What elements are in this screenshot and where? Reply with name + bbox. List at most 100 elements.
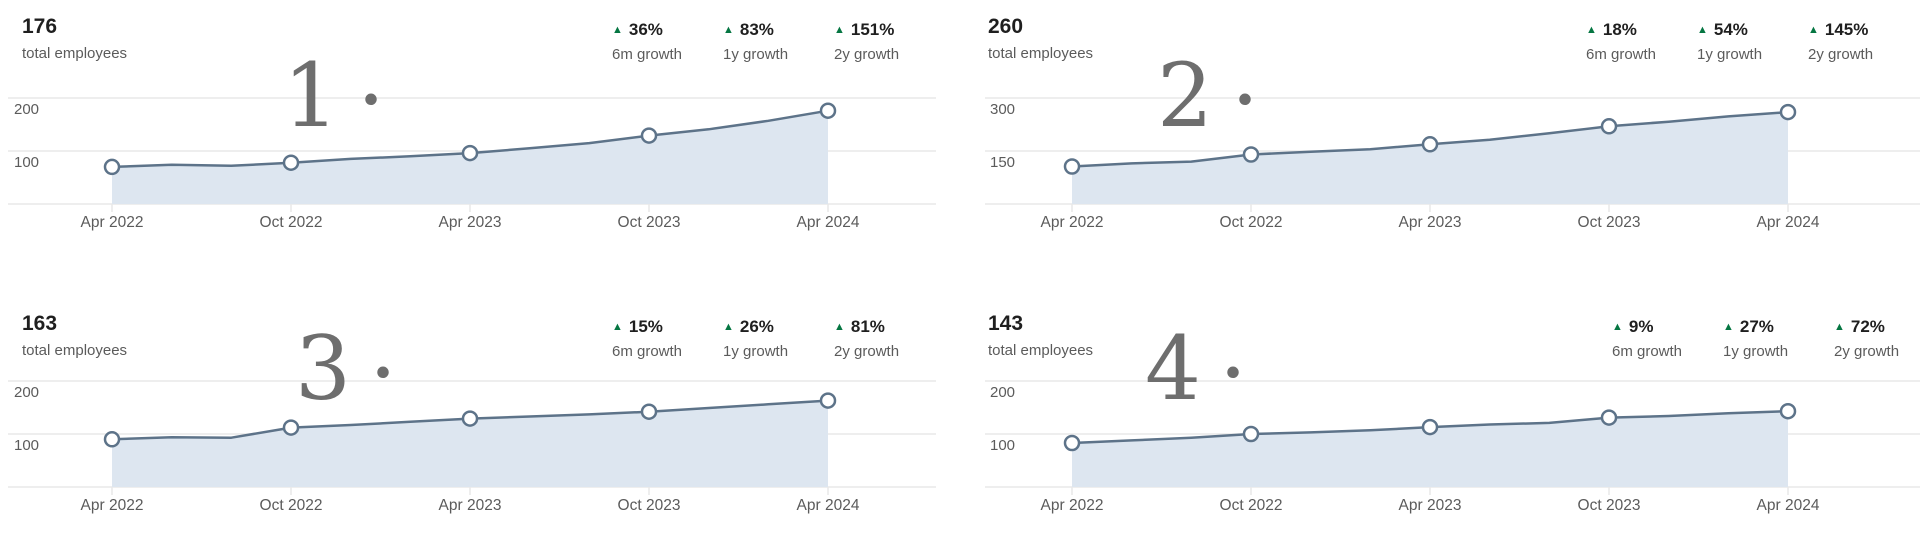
x-axis-tick-label: Apr 2024 <box>797 214 860 231</box>
chart-index-number: 4 <box>1145 317 1201 420</box>
data-point-marker <box>1421 418 1439 436</box>
total-employees-label: total employees <box>22 45 128 62</box>
employee-headcount-area-chart: 200 100 Apr 2022 Oct 2022 Apr 2023 Oct 2023 Ap… <box>8 97 936 231</box>
employee-growth-card-4: 200 100 Apr 2022 Oct 2022 Apr 2023 Oct 2023 Ap… <box>960 269 1920 538</box>
y-axis-tick-label: 100 <box>14 437 39 454</box>
growth-stat-6m: ▲ 36% 6m growth <box>612 20 696 63</box>
growth-stat-2y: ▲ 145% 2y growth <box>1808 20 1892 63</box>
growth-stat-6m: ▲ 9% 6m growth <box>1612 317 1696 360</box>
growth-stat-1y: ▲ 27% 1y growth <box>1723 317 1807 360</box>
data-point-marker <box>819 392 837 409</box>
data-point-marker <box>1421 136 1439 153</box>
area-fill <box>1072 411 1788 487</box>
x-axis-tick-label: Oct 2022 <box>1220 497 1283 514</box>
total-employees-label: total employees <box>988 45 1094 62</box>
growth-stat-2y: ▲ 72% 2y growth <box>1834 317 1918 360</box>
data-point-marker <box>819 102 837 119</box>
growth-stat-label: 2y growth <box>834 343 900 360</box>
growth-stat-6m: ▲ 18% 6m growth <box>1586 20 1670 63</box>
growth-up-arrow-icon: ▲ <box>1586 23 1597 36</box>
data-point-marker <box>1063 434 1081 452</box>
x-axis-tick-label: Apr 2022 <box>1041 497 1104 514</box>
data-point-marker <box>1779 103 1797 121</box>
growth-up-arrow-icon: ▲ <box>1612 320 1623 333</box>
y-axis-tick-label: 300 <box>990 101 1015 118</box>
x-axis-tick-label: Oct 2023 <box>618 497 681 514</box>
x-axis-tick-label: Apr 2023 <box>439 214 502 231</box>
x-axis-tick-label: Apr 2024 <box>1757 497 1820 514</box>
y-axis-tick-label: 150 <box>990 154 1015 171</box>
data-point-marker <box>1600 409 1618 426</box>
data-point-marker <box>1779 402 1797 420</box>
growth-stat-value: 15% <box>628 317 663 336</box>
chart-index-dot: . <box>1219 295 1247 398</box>
y-axis-tick-label: 100 <box>14 154 39 171</box>
growth-stat-label: 6m growth <box>612 46 683 63</box>
data-point-marker <box>640 403 658 420</box>
employee-headcount-area-chart: 200 100 Apr 2022 Oct 2022 Apr 2023 Oct 2023 Ap… <box>8 380 936 514</box>
growth-stat-2y: ▲ 81% 2y growth <box>834 317 918 360</box>
x-axis-tick-label: Apr 2022 <box>81 497 144 514</box>
growth-stat-6m: ▲ 15% 6m growth <box>612 317 696 360</box>
growth-stat-value: 18% <box>1602 20 1637 39</box>
growth-up-arrow-icon: ▲ <box>1808 23 1819 36</box>
growth-up-arrow-icon: ▲ <box>723 23 734 36</box>
growth-up-arrow-icon: ▲ <box>612 320 623 333</box>
growth-stat-label: 6m growth <box>612 343 683 360</box>
employee-growth-card-3: 200 100 Apr 2022 Oct 2022 Apr 2023 Oct 2023 Ap… <box>0 269 960 538</box>
total-employees-count: 260 <box>988 15 1024 38</box>
x-axis-tick-label: Apr 2023 <box>1399 214 1462 231</box>
chart-index-dot: . <box>1231 22 1259 125</box>
chart-index-dot: . <box>369 295 397 398</box>
chart-index-overlay-1: 1. <box>283 30 385 140</box>
data-point-marker <box>461 144 479 162</box>
x-axis-tick-label: Apr 2023 <box>439 497 502 514</box>
x-axis-tick-label: Apr 2022 <box>1041 214 1104 231</box>
growth-stats: ▲ 9% 6m growth ▲ 27% 1y growth ▲ 72% 2y gro… <box>1612 317 1918 360</box>
data-point-marker <box>1242 425 1260 443</box>
data-point-marker <box>282 154 300 171</box>
area-fill <box>112 400 828 487</box>
growth-stat-1y: ▲ 83% 1y growth <box>723 20 807 63</box>
data-point-marker <box>461 410 479 427</box>
total-employees-label: total employees <box>988 342 1094 359</box>
growth-stats: ▲ 36% 6m growth ▲ 83% 1y growth ▲ 151% 2y g… <box>612 20 918 63</box>
employee-growth-card-2: 300 150 Apr 2022 Oct 2022 Apr 2023 Oct 2023 Ap… <box>960 0 1920 269</box>
growth-stat-label: 1y growth <box>723 46 789 63</box>
data-point-marker <box>640 127 658 144</box>
x-axis-tick-label: Apr 2023 <box>1399 497 1462 514</box>
growth-stat-label: 2y growth <box>834 46 900 63</box>
growth-stat-1y: ▲ 26% 1y growth <box>723 317 807 360</box>
data-point-marker <box>103 431 121 448</box>
growth-up-arrow-icon: ▲ <box>723 320 734 333</box>
chart-index-dot: . <box>357 22 385 125</box>
chart-index-overlay-4: 4. <box>1145 303 1247 413</box>
total-employees-count: 163 <box>22 312 58 335</box>
y-axis-tick-label: 200 <box>990 384 1015 401</box>
growth-stat-1y: ▲ 54% 1y growth <box>1697 20 1781 63</box>
growth-stat-value: 9% <box>1628 317 1654 336</box>
x-axis-tick-label: Apr 2024 <box>1757 214 1820 231</box>
x-axis-tick-label: Oct 2022 <box>260 214 323 231</box>
data-point-marker <box>1063 158 1081 175</box>
growth-stat-value: 151% <box>850 20 895 39</box>
employee-headcount-area-chart: 200 100 Apr 2022 Oct 2022 Apr 2023 Oct 2023 Ap… <box>985 380 1920 514</box>
chart-index-number: 1 <box>283 44 339 147</box>
total-employees-count: 143 <box>988 312 1024 335</box>
x-axis-tick-label: Oct 2023 <box>618 214 681 231</box>
growth-stat-label: 2y growth <box>1808 46 1874 63</box>
growth-stat-label: 1y growth <box>1697 46 1763 63</box>
growth-stat-value: 81% <box>850 317 885 336</box>
growth-stat-value: 26% <box>739 317 774 336</box>
total-employees-label: total employees <box>22 342 128 359</box>
growth-stat-label: 2y growth <box>1834 343 1900 360</box>
growth-up-arrow-icon: ▲ <box>834 320 845 333</box>
area-fill <box>1072 112 1788 204</box>
growth-stat-label: 1y growth <box>723 343 789 360</box>
growth-up-arrow-icon: ▲ <box>1834 320 1845 333</box>
x-axis-tick-label: Oct 2022 <box>1220 214 1283 231</box>
y-axis-tick-label: 200 <box>14 384 39 401</box>
growth-stats: ▲ 18% 6m growth ▲ 54% 1y growth ▲ 145% 2y g… <box>1586 20 1892 63</box>
growth-stat-label: 6m growth <box>1612 343 1683 360</box>
